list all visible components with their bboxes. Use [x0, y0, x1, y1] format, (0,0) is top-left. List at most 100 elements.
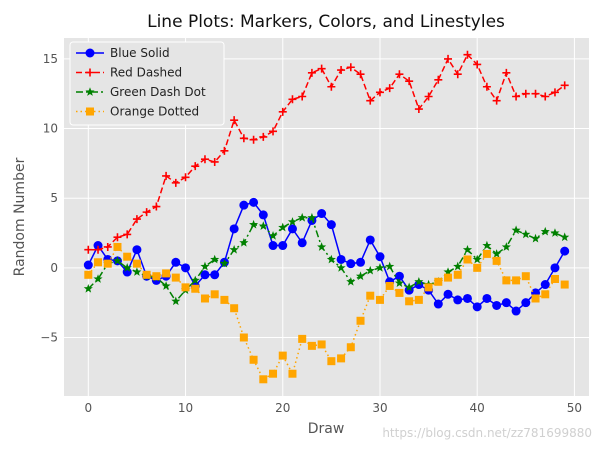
data-point	[327, 357, 336, 366]
data-point	[375, 295, 384, 304]
data-point	[229, 244, 239, 254]
data-point	[433, 299, 443, 309]
data-point	[84, 270, 93, 279]
x-tick-label: 10	[178, 401, 193, 415]
watermark-text: https://blog.csdn.net/zz781699880	[382, 426, 592, 440]
data-point	[356, 257, 366, 267]
data-point	[540, 280, 550, 290]
data-point	[434, 75, 443, 84]
legend-item-orange-dotted: Orange Dotted	[76, 105, 199, 119]
data-point	[336, 254, 346, 264]
data-point	[152, 272, 161, 281]
data-point	[501, 242, 511, 251]
legend-label: Green Dash Dot	[110, 85, 206, 99]
data-point	[288, 369, 297, 378]
data-point	[385, 261, 395, 271]
data-point	[317, 340, 326, 349]
data-point	[191, 162, 200, 171]
data-point	[200, 270, 210, 280]
data-point	[259, 132, 268, 141]
data-point	[258, 210, 268, 220]
data-point	[200, 155, 209, 164]
data-point	[414, 280, 424, 290]
data-point	[258, 221, 268, 230]
legend-box	[69, 41, 225, 126]
data-point	[355, 271, 366, 281]
data-point	[249, 355, 258, 364]
data-point	[453, 295, 463, 305]
data-point	[297, 212, 307, 222]
y-tick-label: 15	[43, 52, 58, 66]
data-point	[249, 135, 258, 144]
data-point	[482, 82, 491, 91]
data-point	[530, 233, 541, 243]
grid	[64, 38, 589, 396]
data-point	[512, 92, 521, 101]
data-point	[521, 229, 531, 239]
data-point	[210, 270, 220, 280]
data-point	[414, 276, 424, 286]
data-point	[191, 284, 200, 293]
data-point	[94, 245, 103, 254]
data-point	[113, 242, 122, 251]
data-point	[550, 263, 560, 273]
data-point	[560, 246, 570, 256]
data-point	[502, 68, 511, 77]
data-point	[463, 255, 472, 264]
x-tick-label: 20	[275, 401, 290, 415]
data-point	[511, 225, 521, 235]
data-point	[230, 304, 239, 313]
data-point	[288, 95, 297, 104]
data-point	[287, 224, 297, 234]
data-point	[298, 92, 307, 101]
data-point	[385, 281, 394, 290]
data-point	[404, 282, 414, 292]
data-point	[482, 293, 492, 303]
legend-items: Blue Solid Red Dashed Green Dash Dot Orange…	[76, 46, 206, 119]
data-point	[492, 300, 502, 310]
data-point	[405, 77, 414, 86]
data-point	[84, 245, 93, 254]
legend-marker	[85, 48, 95, 58]
data-point	[346, 63, 355, 72]
data-point	[521, 89, 530, 98]
data-point	[278, 351, 287, 360]
data-point	[239, 200, 249, 210]
data-point	[453, 270, 462, 279]
legend-marker	[86, 107, 94, 116]
data-point	[210, 157, 219, 166]
data-point	[317, 64, 326, 73]
data-point	[132, 245, 142, 255]
data-point	[375, 88, 384, 97]
data-point	[190, 275, 200, 285]
series-red-dashed	[84, 50, 569, 254]
data-point	[356, 316, 365, 325]
data-point	[462, 244, 473, 254]
data-point	[462, 293, 472, 303]
data-point	[317, 242, 327, 251]
data-point	[171, 257, 181, 267]
data-point	[346, 343, 355, 352]
data-point	[560, 232, 570, 242]
data-point	[501, 298, 511, 308]
data-point	[200, 261, 210, 271]
data-point	[181, 173, 190, 182]
data-point	[161, 281, 171, 290]
data-point	[171, 273, 180, 282]
legend: Blue Solid Red Dashed Green Dash Dot Orange…	[69, 41, 225, 126]
data-point	[512, 276, 521, 285]
x-axis-label: Draw	[308, 421, 345, 437]
data-point	[94, 258, 103, 267]
data-point	[336, 263, 346, 272]
data-point	[531, 89, 540, 98]
x-tick-label: 40	[470, 401, 485, 415]
data-point	[472, 302, 482, 312]
data-point	[83, 283, 93, 293]
legend-item-red-dashed: Red Dashed	[76, 66, 182, 80]
data-point	[482, 240, 492, 250]
data-point	[424, 92, 433, 101]
data-point	[142, 270, 151, 279]
data-point	[249, 197, 259, 207]
data-point	[278, 241, 288, 251]
data-point	[278, 107, 287, 116]
